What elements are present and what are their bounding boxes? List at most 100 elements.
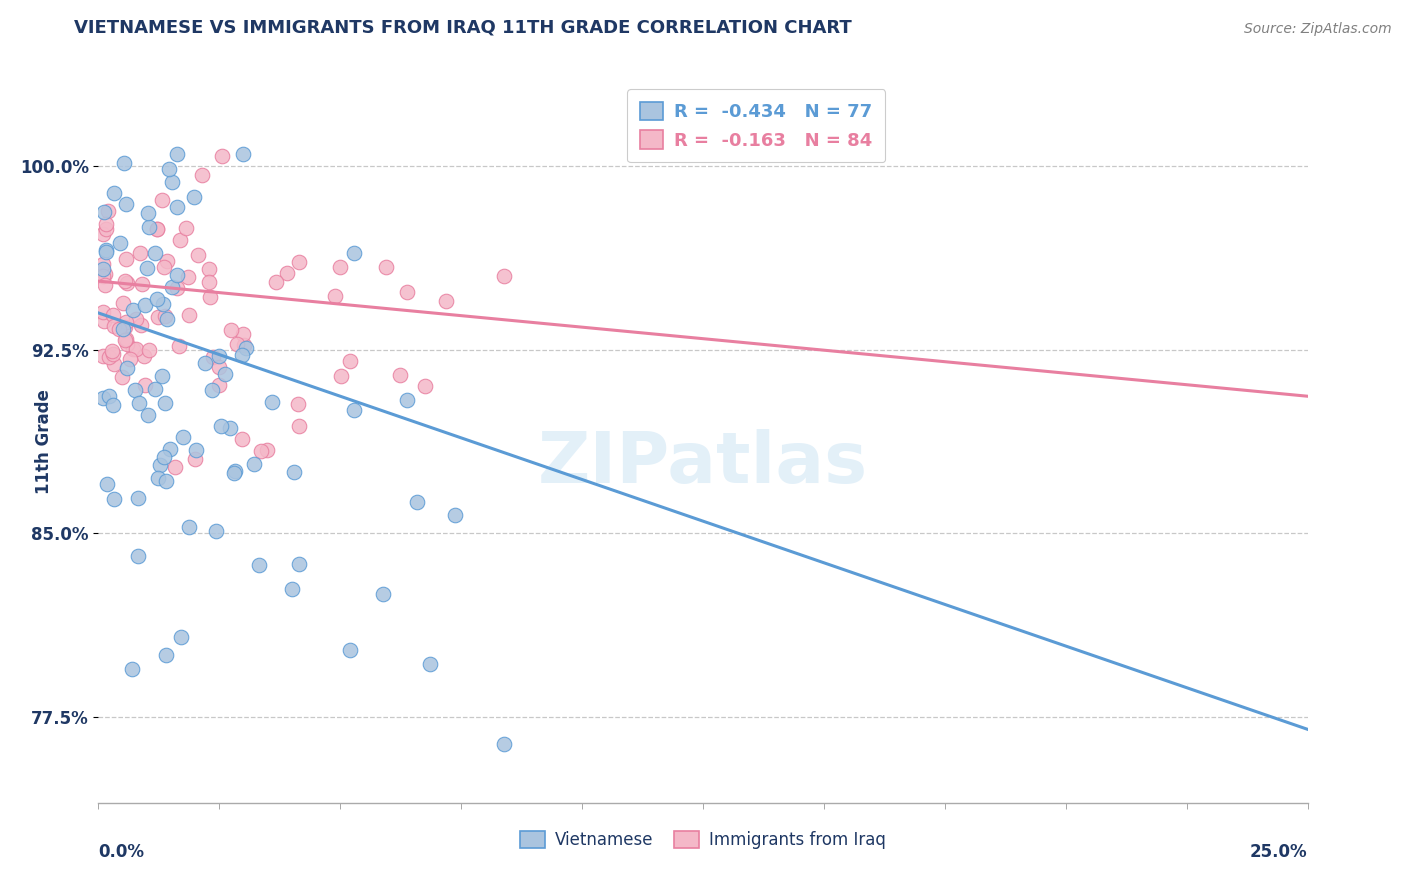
Point (373, 587, 395, 601)
Point (157, 161, 180, 176)
Point (339, 642, 361, 657)
Point (260, 395, 283, 409)
Point (339, 353, 361, 368)
Point (91, 261, 114, 276)
Point (166, 268, 188, 282)
Point (287, 397, 309, 411)
Point (494, 269, 516, 284)
Text: VIETNAMESE VS IMMIGRANTS FROM IRAQ 11TH GRADE CORRELATION CHART: VIETNAMESE VS IMMIGRANTS FROM IRAQ 11TH … (75, 19, 852, 37)
Point (232, 338, 254, 352)
Point (94, 267, 117, 281)
Point (91, 268, 114, 283)
Point (136, 409, 159, 423)
Point (191, 168, 214, 182)
Point (134, 297, 156, 311)
Point (131, 318, 153, 333)
Point (100, 344, 122, 359)
Point (184, 443, 207, 458)
Point (396, 392, 419, 407)
Point (172, 430, 194, 444)
Point (103, 186, 125, 201)
Point (97, 203, 120, 218)
Point (276, 266, 298, 280)
Point (202, 351, 225, 365)
Point (111, 322, 134, 336)
Point (91, 257, 114, 271)
Text: 11th Grade: 11th Grade (35, 389, 53, 494)
Point (138, 220, 160, 235)
Text: ZIPatlas: ZIPatlas (538, 429, 868, 498)
Point (494, 737, 516, 751)
Point (115, 360, 138, 375)
Point (208, 359, 231, 374)
Point (103, 319, 125, 334)
Point (114, 315, 136, 329)
Point (146, 222, 169, 236)
Point (128, 246, 150, 260)
Point (155, 310, 177, 324)
Point (225, 336, 247, 351)
Point (121, 662, 143, 676)
Point (205, 524, 228, 538)
Point (121, 342, 143, 356)
Point (165, 459, 187, 474)
Point (101, 308, 124, 322)
Point (166, 200, 188, 214)
Point (103, 398, 125, 412)
Point (388, 368, 411, 383)
Point (136, 205, 159, 219)
Point (156, 254, 179, 268)
Point (208, 349, 231, 363)
Point (145, 245, 167, 260)
Point (96, 243, 118, 257)
Point (155, 648, 177, 662)
Point (135, 260, 157, 275)
Point (118, 351, 141, 366)
Point (235, 341, 257, 355)
Point (125, 311, 148, 326)
Point (288, 557, 311, 571)
Point (413, 378, 436, 392)
Point (98, 351, 121, 365)
Point (231, 146, 253, 161)
Point (343, 246, 366, 260)
Point (103, 491, 125, 506)
Point (396, 285, 419, 300)
Point (219, 323, 242, 337)
Point (155, 474, 177, 488)
Point (418, 657, 440, 671)
Point (231, 348, 253, 362)
Point (264, 276, 287, 290)
Legend: Vietnamese, Immigrants from Iraq: Vietnamese, Immigrants from Iraq (513, 824, 893, 856)
Point (91, 305, 114, 319)
Text: Source: ZipAtlas.com: Source: ZipAtlas.com (1244, 22, 1392, 37)
Point (111, 370, 134, 384)
Point (128, 396, 150, 410)
Point (94, 244, 117, 259)
Point (197, 275, 219, 289)
Point (197, 262, 219, 277)
Point (115, 337, 138, 351)
Point (375, 260, 398, 274)
Point (222, 466, 245, 480)
Point (146, 310, 169, 325)
Point (156, 312, 179, 326)
Point (211, 148, 233, 162)
Point (153, 450, 176, 465)
Point (152, 260, 174, 275)
Point (131, 277, 153, 292)
Point (214, 367, 236, 381)
Point (127, 491, 149, 506)
Point (249, 558, 271, 573)
Point (249, 443, 271, 458)
Point (121, 302, 143, 317)
Point (114, 252, 136, 267)
Point (143, 383, 166, 397)
Point (174, 220, 197, 235)
Point (112, 156, 135, 170)
Point (283, 465, 305, 479)
Point (108, 235, 131, 250)
Point (208, 378, 231, 392)
Point (115, 332, 138, 346)
Point (323, 289, 346, 303)
